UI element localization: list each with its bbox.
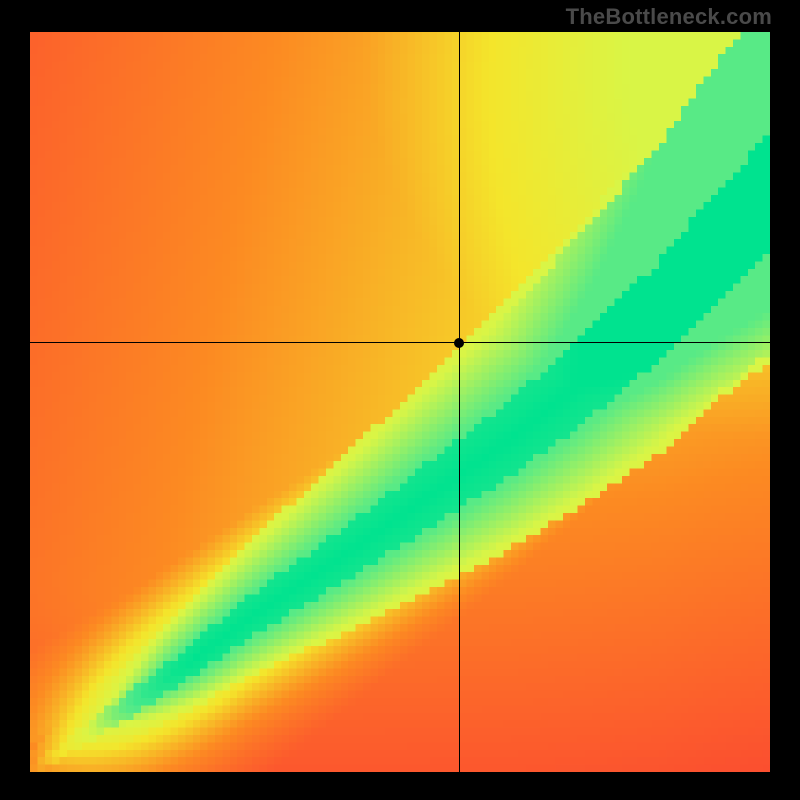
crosshair-marker: [454, 338, 464, 348]
crosshair-horizontal: [30, 342, 770, 343]
crosshair-vertical: [459, 32, 460, 772]
watermark-text: TheBottleneck.com: [566, 4, 772, 30]
heatmap-plot: [30, 32, 770, 772]
chart-frame: TheBottleneck.com: [0, 0, 800, 800]
heatmap-canvas: [30, 32, 770, 772]
